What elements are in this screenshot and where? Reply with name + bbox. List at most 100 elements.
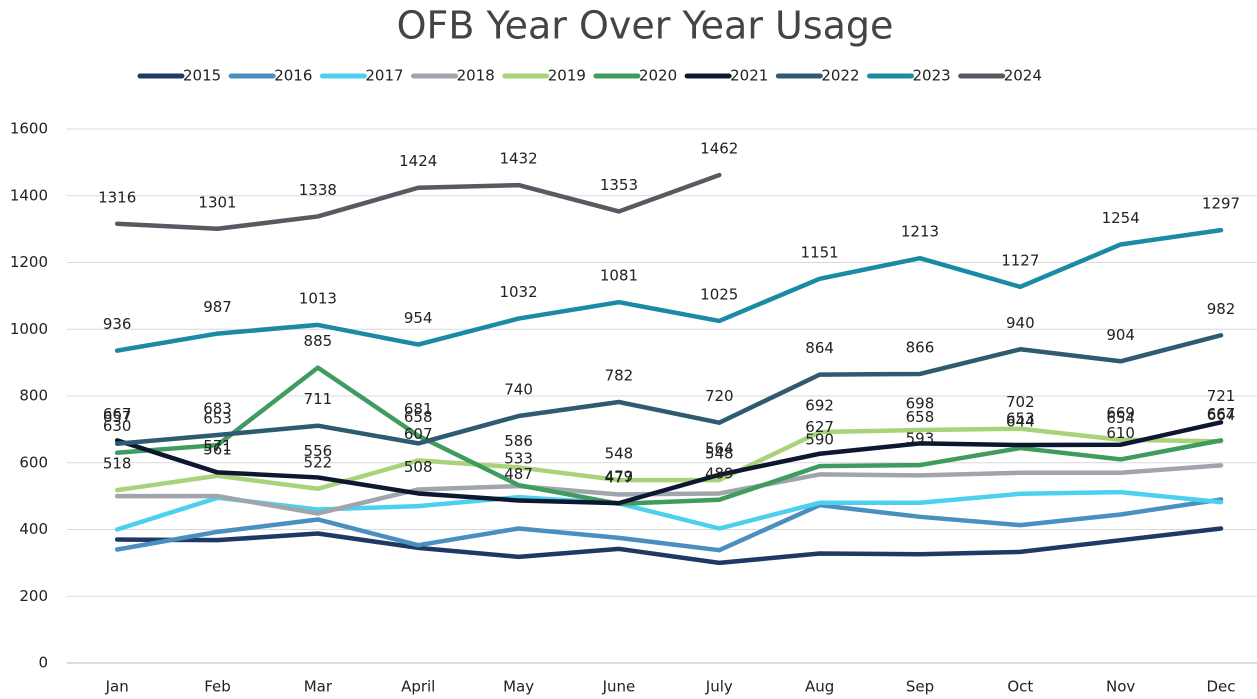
x-tick-label: Sep	[906, 678, 934, 696]
data-label: 658	[906, 408, 935, 426]
y-tick-label: 1600	[10, 120, 48, 138]
data-label: 1432	[499, 150, 537, 168]
data-label: 692	[805, 397, 834, 415]
legend-label: 2024	[1004, 67, 1042, 85]
data-label: 987	[203, 298, 232, 316]
y-tick-label: 400	[19, 520, 48, 538]
data-label: 1424	[399, 152, 437, 170]
data-label: 1213	[901, 223, 939, 241]
data-label: 479	[605, 468, 634, 486]
data-label: 607	[404, 425, 433, 443]
legend-label: 2018	[457, 67, 495, 85]
data-label: 518	[103, 455, 132, 473]
data-label: 1462	[700, 140, 738, 158]
data-label: 982	[1207, 300, 1236, 318]
data-label: 866	[906, 338, 935, 356]
data-label: 720	[705, 387, 734, 405]
series-line	[114, 497, 1224, 553]
data-label: 936	[103, 315, 132, 333]
data-label: 556	[304, 442, 333, 460]
x-tick-label: Jan	[105, 678, 129, 696]
x-tick-label: Dec	[1207, 678, 1236, 696]
data-label: 1353	[600, 176, 638, 194]
data-label: 669	[1106, 404, 1135, 422]
data-label: 586	[504, 432, 533, 450]
data-label: 681	[404, 400, 433, 418]
data-label: 1081	[600, 267, 638, 285]
data-label: 1151	[801, 243, 839, 261]
x-tick-label: May	[503, 678, 534, 696]
y-tick-label: 800	[19, 387, 48, 405]
data-label: 644	[1006, 413, 1035, 431]
data-label: 1127	[1001, 251, 1039, 269]
series-line	[114, 526, 1224, 566]
data-label: 489	[705, 464, 734, 482]
y-tick-label: 1200	[10, 253, 48, 271]
data-label: 1032	[499, 283, 537, 301]
x-tick-label: Oct	[1007, 678, 1033, 696]
y-tick-label: 600	[19, 453, 48, 471]
x-tick-label: June	[602, 678, 636, 696]
data-label: 1338	[299, 181, 337, 199]
data-label: 627	[805, 418, 834, 436]
legend-label: 2016	[274, 67, 312, 85]
x-tick-label: April	[401, 678, 435, 696]
x-tick-label: Nov	[1106, 678, 1135, 696]
data-label: 533	[504, 450, 533, 468]
data-label: 571	[203, 437, 232, 455]
data-label: 657	[103, 408, 132, 426]
x-tick-label: Mar	[304, 678, 333, 696]
data-label: 564	[705, 439, 734, 457]
data-label: 885	[304, 332, 333, 350]
data-label: 864	[805, 339, 834, 357]
x-tick-label: July	[705, 678, 733, 696]
x-tick-label: Feb	[204, 678, 231, 696]
chart-title: OFB Year Over Year Usage	[397, 4, 894, 48]
data-label: 711	[304, 390, 333, 408]
data-label: 1013	[299, 289, 337, 307]
series-line	[114, 463, 1224, 516]
data-label: 477	[605, 468, 634, 486]
y-tick-label: 1400	[10, 186, 48, 204]
data-label: 683	[203, 400, 232, 418]
legend-label: 2015	[183, 67, 221, 85]
data-label: 590	[805, 431, 834, 449]
data-label: 522	[304, 453, 333, 471]
data-label: 721	[1207, 387, 1236, 405]
y-tick-label: 1000	[10, 320, 48, 338]
series-line	[114, 489, 1224, 532]
data-label: 702	[1006, 393, 1035, 411]
series-line	[114, 365, 1224, 507]
data-label: 653	[203, 410, 232, 428]
data-label: 664	[1207, 406, 1236, 424]
legend-label: 2020	[639, 67, 677, 85]
data-label: 658	[404, 408, 433, 426]
data-label: 654	[1106, 409, 1135, 427]
legend-label: 2021	[730, 67, 768, 85]
legend-label: 2023	[913, 67, 951, 85]
x-tick-label: Aug	[805, 678, 834, 696]
legend-label: 2017	[365, 67, 403, 85]
data-label: 653	[1006, 410, 1035, 428]
series-line	[114, 172, 722, 232]
data-label: 593	[906, 430, 935, 448]
data-label: 487	[504, 465, 533, 483]
data-label: 1025	[700, 285, 738, 303]
data-label: 698	[906, 395, 935, 413]
data-label: 740	[504, 381, 533, 399]
series-line	[114, 426, 1224, 493]
y-tick-label: 200	[19, 587, 48, 605]
data-label: 954	[404, 309, 433, 327]
data-label: 561	[203, 440, 232, 458]
data-label: 508	[404, 458, 433, 476]
data-label: 667	[1207, 405, 1236, 423]
legend-label: 2022	[821, 67, 859, 85]
data-label: 1297	[1202, 195, 1240, 213]
data-label: 548	[705, 445, 734, 463]
data-label: 630	[103, 417, 132, 435]
data-label: 548	[605, 445, 634, 463]
series-line	[114, 227, 1224, 353]
data-label: 1301	[198, 193, 236, 211]
data-label: 782	[605, 367, 634, 385]
